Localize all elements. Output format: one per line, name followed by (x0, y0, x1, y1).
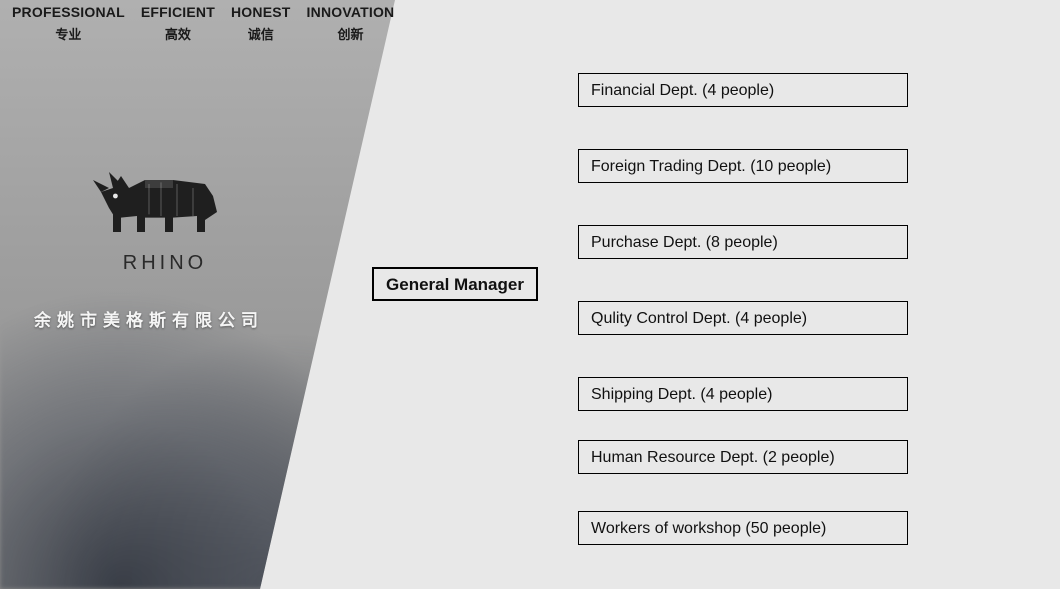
dept-label: Purchase Dept. (8 people) (591, 234, 778, 251)
value-cn: 高效 (141, 24, 215, 43)
dept-box-5: Human Resource Dept. (2 people) (578, 440, 908, 474)
rhino-icon (85, 150, 245, 250)
value-cn: 诚信 (231, 24, 291, 43)
value-col-2: HONEST 诚信 (223, 4, 299, 43)
general-manager-label: General Manager (386, 275, 524, 294)
company-name-cn: 余姚市美格斯有限公司 (34, 306, 264, 331)
dept-label: Human Resource Dept. (2 people) (591, 449, 835, 466)
value-en: PROFESSIONAL (12, 4, 125, 20)
value-cn: 专业 (12, 24, 125, 43)
dept-label: Foreign Trading Dept. (10 people) (591, 158, 831, 175)
dept-box-4: Shipping Dept. (4 people) (578, 377, 908, 411)
value-en: HONEST (231, 4, 291, 20)
dept-box-0: Financial Dept. (4 people) (578, 73, 908, 107)
value-col-0: PROFESSIONAL 专业 (4, 4, 133, 43)
canvas: PROFESSIONAL 专业 EFFICIENT 高效 HONEST 诚信 INNOVAT… (0, 0, 1060, 589)
dept-label: Financial Dept. (4 people) (591, 82, 774, 99)
dept-box-3: Qulity Control Dept. (4 people) (578, 301, 908, 335)
value-col-1: EFFICIENT 高效 (133, 4, 223, 43)
value-col-3: INNOVATION 创新 (299, 4, 403, 43)
dept-box-6: Workers of workshop (50 people) (578, 511, 908, 545)
value-en: INNOVATION (307, 4, 395, 20)
value-en: EFFICIENT (141, 4, 215, 20)
dept-label: Workers of workshop (50 people) (591, 520, 826, 537)
dept-label: Shipping Dept. (4 people) (591, 386, 772, 403)
brand-name: RHINO (60, 252, 270, 275)
dept-box-1: Foreign Trading Dept. (10 people) (578, 149, 908, 183)
core-values-row: PROFESSIONAL 专业 EFFICIENT 高效 HONEST 诚信 INNOVAT… (4, 4, 402, 43)
general-manager-box: General Manager (372, 267, 538, 301)
value-cn: 创新 (307, 24, 395, 43)
logo-block: RHINO (60, 150, 270, 275)
dept-label: Qulity Control Dept. (4 people) (591, 310, 807, 327)
dept-box-2: Purchase Dept. (8 people) (578, 225, 908, 259)
